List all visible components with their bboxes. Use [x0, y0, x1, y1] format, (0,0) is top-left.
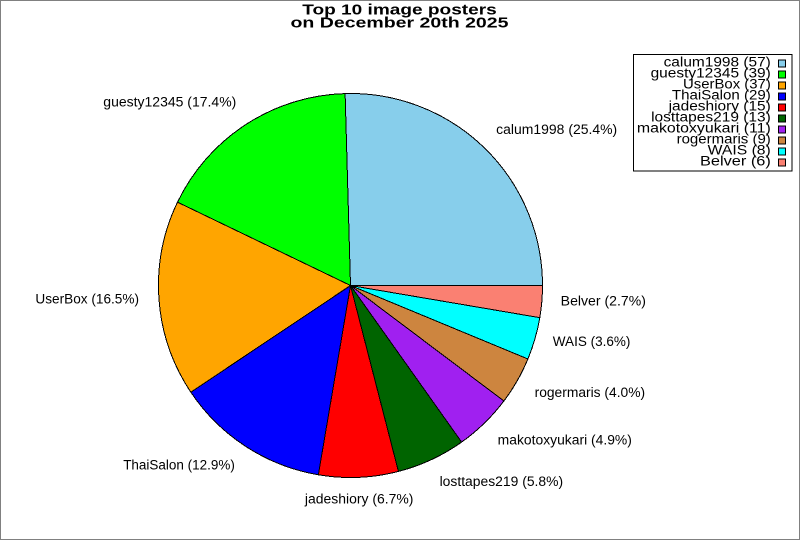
svg-text:rogermaris (9): rogermaris (9) — [677, 131, 771, 146]
svg-text:calum1998 (57): calum1998 (57) — [664, 55, 771, 70]
svg-text:jadeshiory (15): jadeshiory (15) — [667, 99, 770, 114]
svg-text:Top 10 image posters: Top 10 image posters — [302, 3, 497, 19]
svg-text:jadeshiory (6.7%): jadeshiory (6.7%) — [304, 491, 414, 506]
svg-text:guesty12345 (39): guesty12345 (39) — [651, 66, 771, 81]
svg-text:ThaiSalon (29): ThaiSalon (29) — [672, 88, 771, 103]
svg-text:losttapes219 (13): losttapes219 (13) — [651, 110, 771, 125]
svg-text:makotoxyukari (11): makotoxyukari (11) — [637, 120, 771, 135]
svg-text:Belver (6): Belver (6) — [700, 153, 771, 168]
svg-text:ThaiSalon (12.9%): ThaiSalon (12.9%) — [123, 457, 235, 472]
svg-text:guesty12345 (17.4%): guesty12345 (17.4%) — [103, 94, 236, 109]
svg-text:on December 20th 2025: on December 20th 2025 — [291, 16, 509, 32]
svg-text:UserBox (16.5%): UserBox (16.5%) — [35, 291, 139, 306]
svg-text:calum1998 (25.4%): calum1998 (25.4%) — [496, 122, 617, 137]
svg-text:WAIS (8): WAIS (8) — [708, 142, 771, 157]
svg-text:Belver (2.7%): Belver (2.7%) — [561, 294, 646, 309]
svg-text:WAIS (3.6%): WAIS (3.6%) — [553, 334, 631, 349]
svg-text:rogermaris (4.0%): rogermaris (4.0%) — [535, 385, 646, 400]
svg-text:UserBox (37): UserBox (37) — [683, 77, 771, 92]
svg-text:makotoxyukari (4.9%): makotoxyukari (4.9%) — [498, 432, 632, 447]
svg-text:losttapes219 (5.8%): losttapes219 (5.8%) — [440, 474, 563, 489]
